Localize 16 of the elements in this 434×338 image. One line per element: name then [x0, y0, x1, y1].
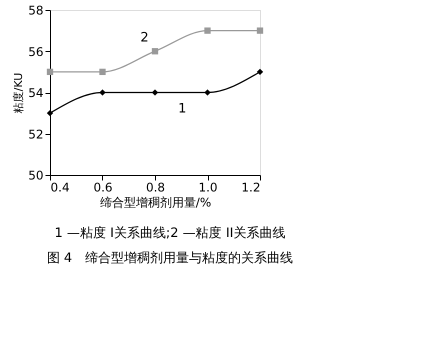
y-tick-label: 58: [28, 4, 44, 18]
y-tick-label: 54: [28, 86, 44, 100]
x-axis-title: 缔合型增稠剂用量/%: [100, 196, 212, 210]
series-label: 2: [140, 30, 149, 46]
x-tick-label: 0.8: [146, 180, 166, 194]
x-tick-label: 1.2: [241, 180, 260, 194]
x-tick-label: 1.0: [198, 180, 218, 194]
x-tick-label: 0.6: [93, 180, 113, 194]
y-tick-label: 52: [28, 127, 44, 142]
y-axis-title: 粘度/KU: [12, 72, 26, 114]
text: 图 4 缔合型增稠剂用量与粘度的关系曲线: [46, 250, 294, 266]
series-label: 1: [178, 102, 186, 116]
y-tick-label: 56: [28, 44, 44, 59]
x-tick-label: 0.4: [50, 180, 70, 194]
y-tick-label: 50: [28, 168, 44, 182]
text: 1 —粘度 I关系曲线;2 —粘度 II关系曲线: [54, 225, 286, 241]
